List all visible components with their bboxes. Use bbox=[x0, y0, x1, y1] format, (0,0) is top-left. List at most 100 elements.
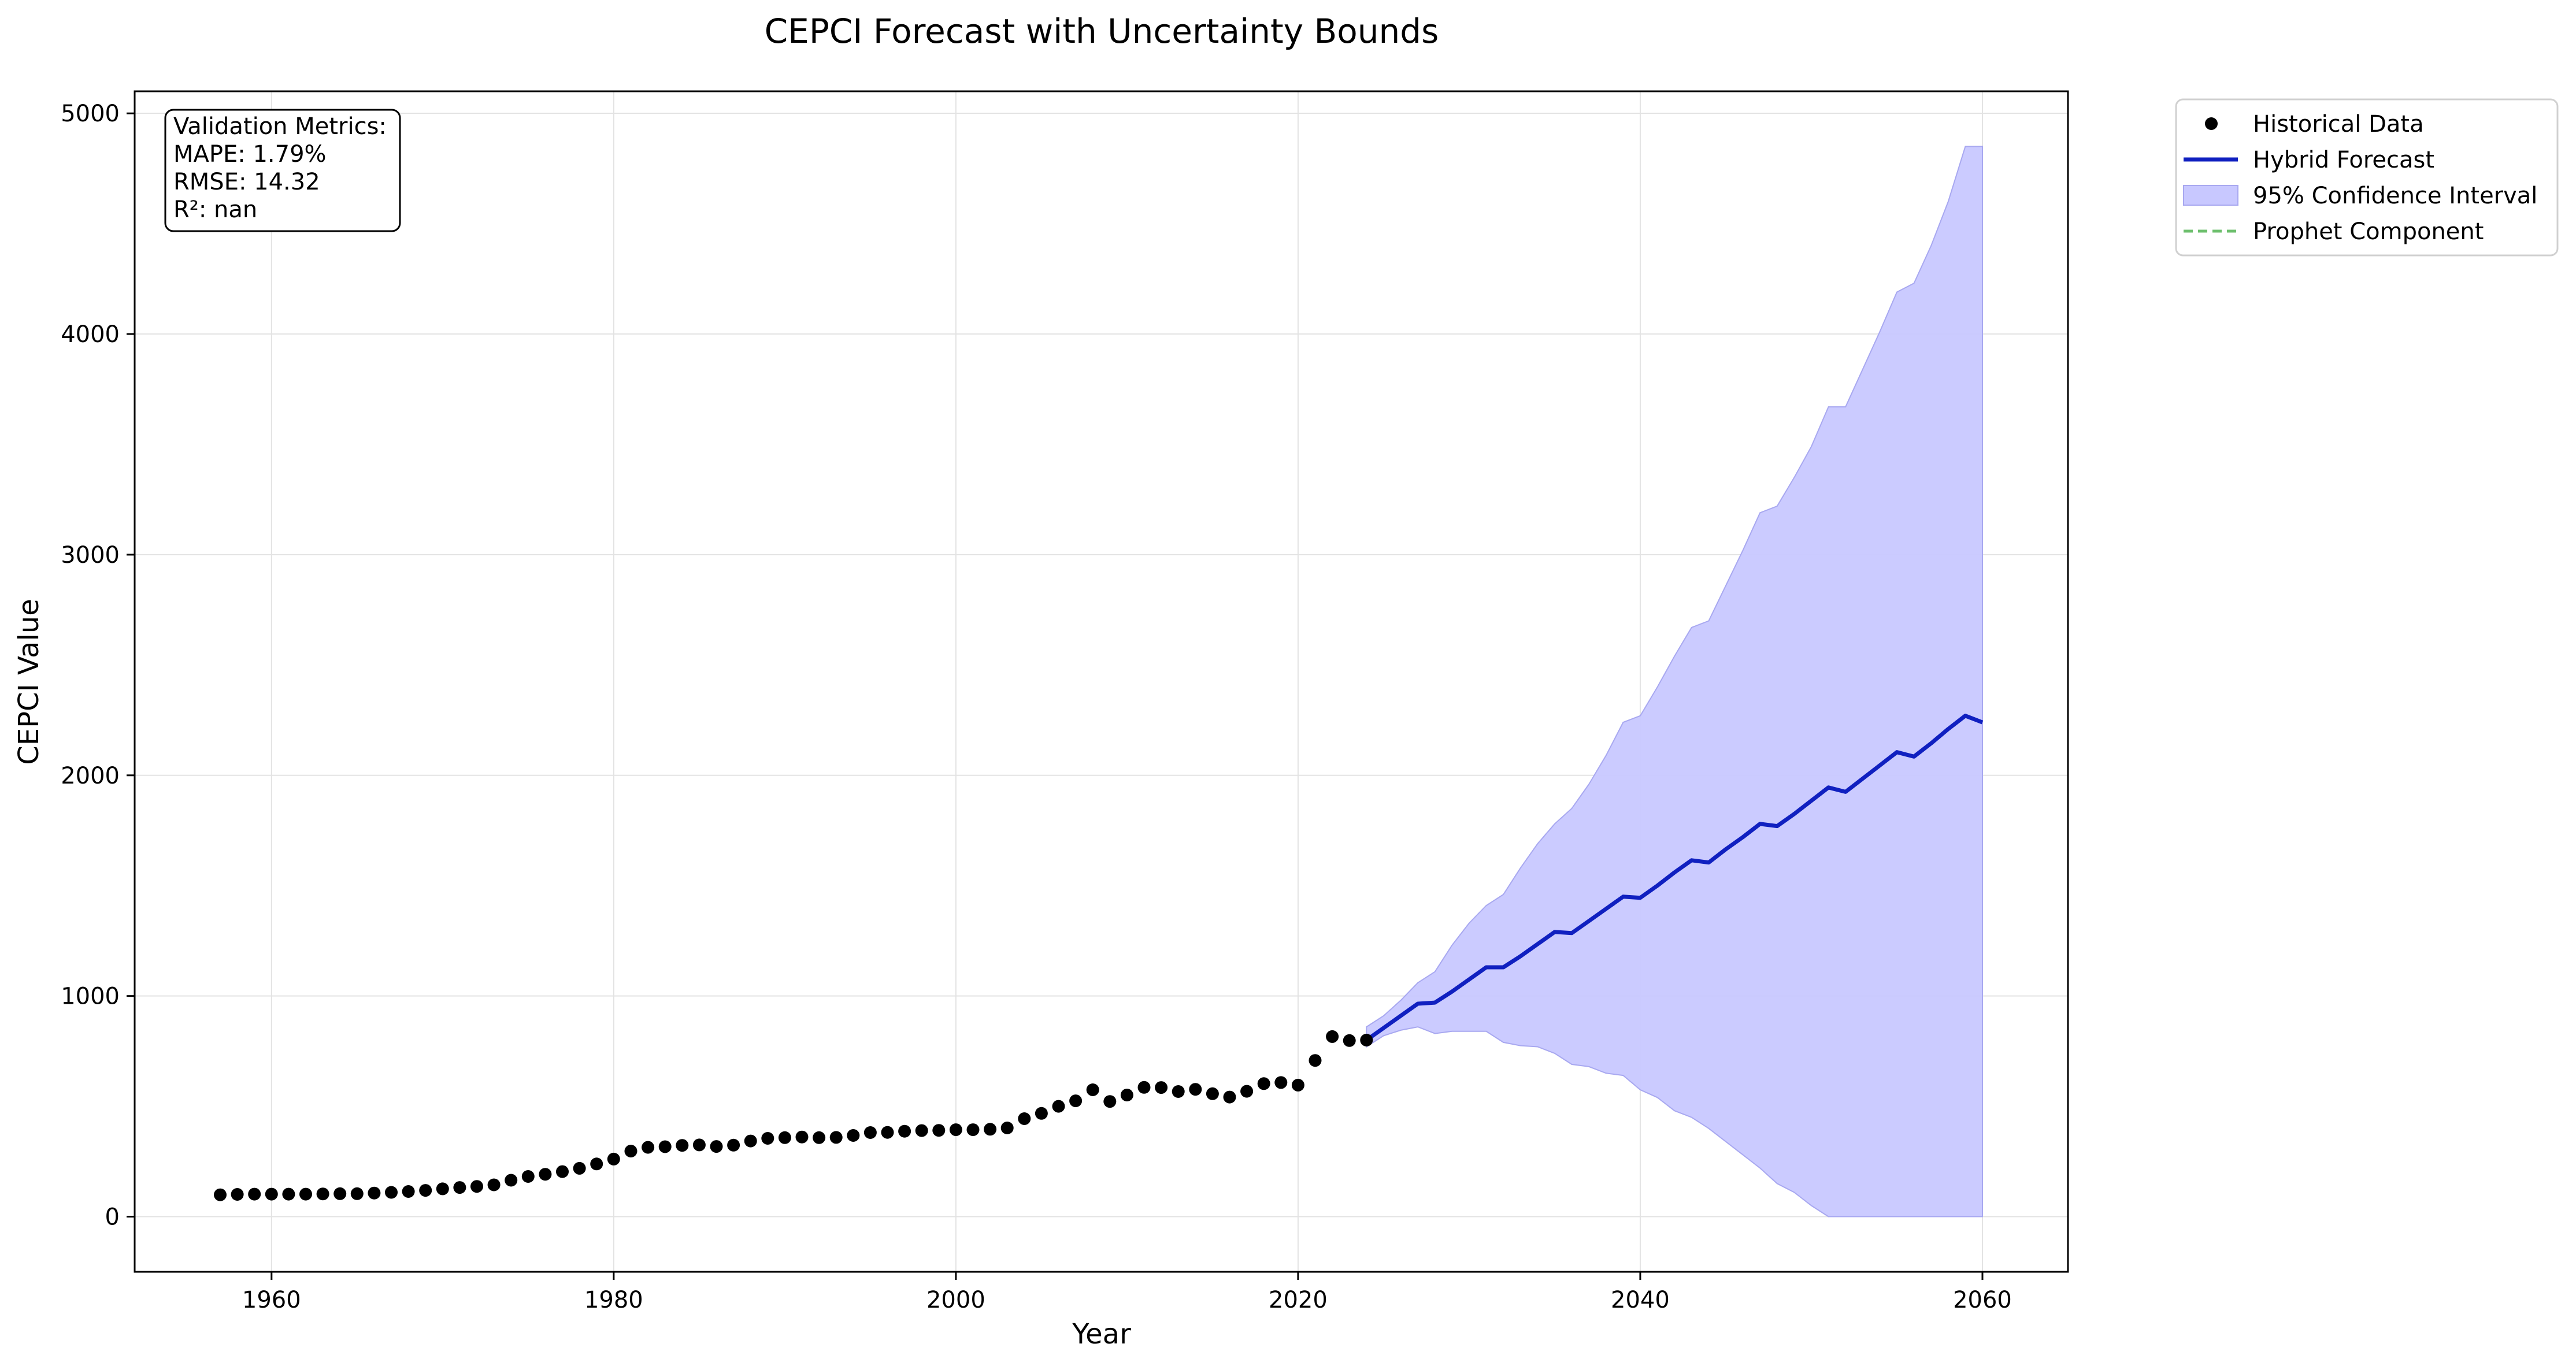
historical-data-point bbox=[1069, 1094, 1083, 1108]
y-tick-label: 0 bbox=[105, 1204, 120, 1231]
historical-data-point bbox=[1000, 1122, 1014, 1134]
plot-frame bbox=[134, 90, 2069, 1273]
historical-points-layer bbox=[214, 1030, 1373, 1201]
historical-data-point bbox=[231, 1188, 244, 1201]
confidence-area-layer bbox=[1366, 146, 1983, 1217]
hybrid-forecast-line bbox=[1365, 714, 1984, 1042]
y-tick-label: 4000 bbox=[61, 321, 120, 348]
historical-data-point bbox=[829, 1131, 843, 1144]
metrics-line: MAPE: 1.79% bbox=[173, 141, 327, 168]
x-tick-label: 2020 bbox=[1269, 1287, 1328, 1313]
legend-label: Prophet Component bbox=[2253, 218, 2484, 245]
metrics-line: Validation Metrics: bbox=[173, 113, 387, 140]
historical-data-point bbox=[966, 1123, 980, 1137]
historical-data-point bbox=[402, 1185, 415, 1198]
y-tick-label: 2000 bbox=[61, 763, 120, 789]
historical-data-point bbox=[795, 1130, 809, 1144]
historical-data-point bbox=[333, 1187, 347, 1200]
historical-data-point bbox=[607, 1152, 620, 1165]
historical-data-point bbox=[1274, 1076, 1288, 1089]
metrics-line: R²: nan bbox=[173, 196, 257, 223]
historical-data-point bbox=[624, 1145, 637, 1158]
historical-data-point bbox=[385, 1186, 398, 1199]
historical-data-point bbox=[778, 1131, 791, 1144]
metrics-line: RMSE: 14.32 bbox=[173, 169, 320, 195]
historical-data-point bbox=[898, 1124, 911, 1138]
historical-data-point bbox=[1086, 1083, 1099, 1096]
legend-label: Historical Data bbox=[2253, 111, 2424, 138]
historical-data-point bbox=[761, 1132, 774, 1145]
y-tick-label: 3000 bbox=[61, 542, 120, 569]
historical-data-point bbox=[1120, 1089, 1133, 1102]
historical-data-point bbox=[265, 1187, 278, 1201]
y-tick-label: 1000 bbox=[61, 983, 120, 1010]
historical-data-point bbox=[453, 1181, 466, 1194]
axis-ticks: 1960 1980 2000 2020 2040 2060 0 1000 2000 3000 400… bbox=[61, 101, 2012, 1313]
historical-data-point bbox=[1326, 1030, 1339, 1043]
historical-data-point bbox=[1360, 1034, 1373, 1046]
historical-data-point bbox=[556, 1165, 569, 1178]
legend: Historical Data Hybrid Forecast 95% Confid… bbox=[2175, 98, 2559, 257]
historical-data-point bbox=[1155, 1081, 1168, 1094]
historical-data-point bbox=[1189, 1083, 1202, 1096]
historical-data-point bbox=[505, 1174, 518, 1187]
historical-data-point bbox=[573, 1161, 586, 1175]
historical-data-point bbox=[1018, 1112, 1031, 1125]
historical-data-point bbox=[863, 1126, 877, 1139]
historical-data-point bbox=[1103, 1095, 1117, 1108]
historical-data-point bbox=[368, 1186, 381, 1200]
historical-data-point bbox=[1035, 1107, 1048, 1120]
historical-data-point bbox=[932, 1124, 946, 1137]
y-axis-label: CEPCI Value bbox=[13, 599, 45, 765]
x-axis-label: Year bbox=[1072, 1318, 1131, 1350]
legend-label: Hybrid Forecast bbox=[2253, 147, 2434, 173]
x-tick-label: 2000 bbox=[926, 1287, 985, 1313]
historical-data-point bbox=[915, 1124, 928, 1137]
historical-data-point bbox=[521, 1170, 535, 1183]
historical-data-point bbox=[1052, 1100, 1065, 1113]
x-tick-label: 1980 bbox=[584, 1287, 643, 1313]
historical-data-point bbox=[350, 1187, 364, 1200]
historical-data-point bbox=[1257, 1077, 1270, 1090]
forecast-line-layer bbox=[1365, 714, 1984, 1042]
historical-data-point bbox=[1240, 1085, 1254, 1098]
historical-data-point bbox=[727, 1138, 740, 1152]
historical-data-point bbox=[692, 1138, 706, 1152]
historical-data-point bbox=[847, 1129, 860, 1142]
legend-marker-confidence bbox=[2183, 185, 2238, 206]
legend-marker-historical bbox=[2205, 117, 2218, 130]
historical-data-point bbox=[282, 1187, 295, 1201]
historical-data-point bbox=[487, 1178, 501, 1191]
historical-data-point bbox=[984, 1123, 997, 1136]
historical-data-point bbox=[642, 1141, 655, 1154]
historical-data-point bbox=[1223, 1090, 1236, 1104]
historical-data-point bbox=[710, 1140, 723, 1153]
legend-frame bbox=[2175, 98, 2559, 257]
historical-data-point bbox=[658, 1140, 672, 1153]
confidence-interval-area bbox=[1366, 146, 1983, 1217]
historical-data-point bbox=[881, 1126, 894, 1139]
historical-data-point bbox=[590, 1157, 603, 1171]
legend-label: 95% Confidence Interval bbox=[2253, 183, 2537, 209]
historical-data-point bbox=[1291, 1078, 1304, 1092]
historical-data-point bbox=[316, 1187, 329, 1201]
historical-data-point bbox=[676, 1139, 689, 1152]
historical-data-point bbox=[419, 1184, 432, 1197]
historical-data-point bbox=[248, 1187, 261, 1201]
metrics-box-frame bbox=[164, 109, 401, 232]
x-tick-label: 1960 bbox=[242, 1287, 301, 1313]
historical-data-point bbox=[214, 1188, 227, 1201]
historical-data-point bbox=[1206, 1087, 1219, 1100]
historical-data-point bbox=[813, 1131, 826, 1144]
historical-data-point bbox=[1137, 1081, 1151, 1094]
historical-data-point bbox=[744, 1134, 757, 1148]
historical-data-point bbox=[949, 1123, 962, 1137]
historical-data-point bbox=[299, 1187, 312, 1201]
y-tick-label: 5000 bbox=[61, 101, 120, 127]
historical-data-point bbox=[1309, 1054, 1322, 1067]
chart-title: CEPCI Forecast with Uncertainty Bounds bbox=[765, 12, 1439, 51]
x-tick-label: 2040 bbox=[1611, 1287, 1670, 1313]
historical-data-point bbox=[1343, 1034, 1356, 1047]
historical-data-point bbox=[539, 1168, 552, 1181]
